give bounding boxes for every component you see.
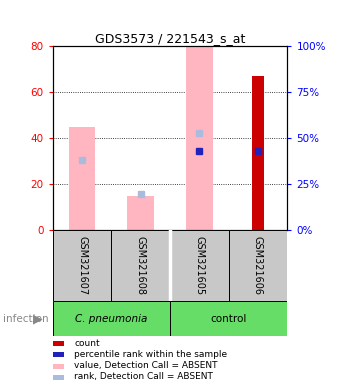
Bar bbox=[170, 301, 287, 336]
Bar bbox=[53, 353, 64, 358]
Bar bbox=[53, 341, 64, 346]
Text: GSM321605: GSM321605 bbox=[194, 237, 204, 295]
Text: percentile rank within the sample: percentile rank within the sample bbox=[74, 350, 227, 359]
Bar bbox=[53, 374, 64, 379]
Bar bbox=[252, 76, 264, 230]
Title: GDS3573 / 221543_s_at: GDS3573 / 221543_s_at bbox=[95, 32, 245, 45]
Text: GSM321607: GSM321607 bbox=[77, 237, 87, 295]
Text: ▶: ▶ bbox=[33, 312, 43, 325]
Text: GSM321606: GSM321606 bbox=[253, 237, 263, 295]
Text: C. pneumonia: C. pneumonia bbox=[75, 314, 148, 324]
Text: count: count bbox=[74, 339, 100, 348]
Bar bbox=[112, 230, 170, 301]
Bar bbox=[69, 127, 95, 230]
Text: control: control bbox=[210, 314, 247, 324]
Bar bbox=[170, 230, 228, 301]
Text: rank, Detection Call = ABSENT: rank, Detection Call = ABSENT bbox=[74, 372, 213, 381]
Bar bbox=[53, 230, 112, 301]
Bar bbox=[53, 301, 170, 336]
Bar bbox=[228, 230, 287, 301]
Text: GSM321608: GSM321608 bbox=[136, 237, 146, 295]
Bar bbox=[53, 364, 64, 369]
Text: value, Detection Call = ABSENT: value, Detection Call = ABSENT bbox=[74, 361, 218, 370]
Bar bbox=[128, 196, 154, 230]
Text: infection: infection bbox=[3, 314, 49, 324]
Bar bbox=[186, 46, 212, 230]
